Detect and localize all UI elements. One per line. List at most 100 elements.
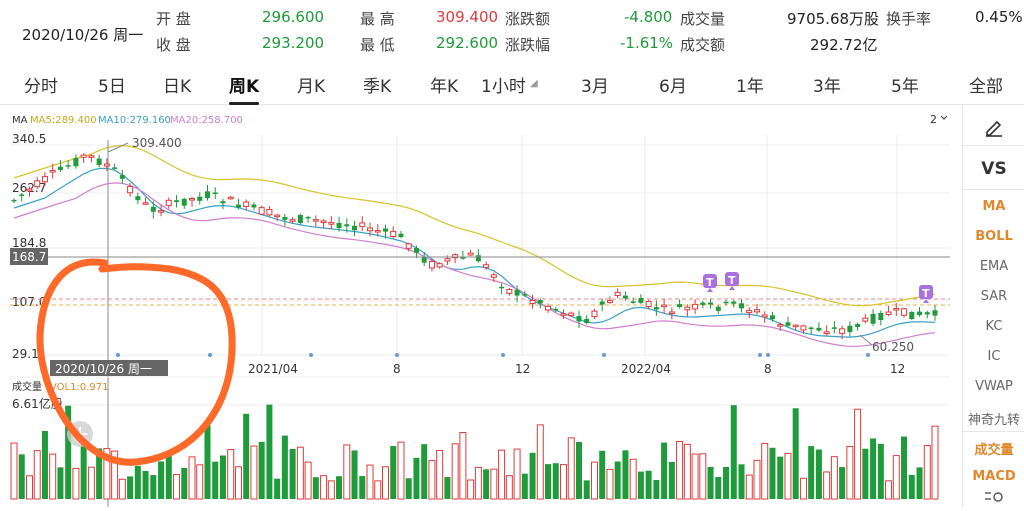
volume-bar: [212, 461, 219, 499]
candle-body: [909, 311, 915, 320]
volume-bar: [846, 445, 854, 500]
chart-period-switch[interactable]: 2: [930, 113, 937, 126]
tab-weekly-k[interactable]: 周K: [229, 72, 260, 105]
volume-bar: [614, 461, 621, 499]
candle-body: [708, 302, 714, 305]
volume-bar: [521, 473, 528, 499]
tab-3year[interactable]: 3年: [813, 77, 841, 97]
candle-body: [382, 228, 388, 232]
volume-bar: [158, 461, 165, 499]
candle-body: [251, 204, 257, 208]
vol-value: VOL1:0.971: [50, 382, 108, 393]
indicator-kc[interactable]: KC: [985, 319, 1003, 334]
volume-bar: [792, 408, 799, 499]
volume-bar: [892, 455, 900, 500]
volume-bar: [413, 457, 420, 499]
candle-body: [537, 300, 543, 304]
volume-bar: [498, 449, 506, 500]
chevron-down-icon[interactable]: [940, 115, 948, 120]
candle-body: [127, 185, 134, 194]
volume-bar: [49, 453, 57, 500]
volume-bar: [830, 456, 838, 500]
volume-bar: [683, 443, 691, 500]
tab-6month[interactable]: 6月: [659, 77, 687, 97]
volume-bar: [25, 475, 33, 500]
tab-daily-k[interactable]: 日K: [163, 77, 192, 97]
dropdown-caret-icon[interactable]: ◢: [530, 78, 538, 89]
tab-1year[interactable]: 1年: [736, 77, 764, 97]
volume-bar: [320, 475, 328, 500]
candle-body: [499, 286, 505, 289]
candle-body: [614, 291, 621, 296]
low-value: 292.600: [436, 34, 499, 52]
indicator-ma[interactable]: MA: [982, 199, 1006, 214]
candle-body: [11, 199, 17, 202]
tab-3month[interactable]: 3月: [581, 77, 609, 97]
tab-yearly-k[interactable]: 年K: [430, 77, 459, 97]
volume-bar: [227, 448, 235, 500]
turnover-rate-label: 换手率: [886, 10, 932, 28]
tab-monthly-k[interactable]: 月K: [297, 77, 326, 97]
volume-bar: [676, 440, 684, 500]
settings-icon[interactable]: [983, 489, 1005, 505]
indicator-ic[interactable]: IC: [987, 349, 1001, 364]
event-markers[interactable]: T T T: [703, 272, 933, 303]
volume-bar: [823, 471, 831, 500]
candle-body: [606, 300, 613, 304]
tab-all[interactable]: 全部: [969, 77, 1003, 97]
volume-bar: [877, 443, 884, 499]
tab-quarterly-k[interactable]: 季K: [363, 77, 392, 97]
tab-intraday[interactable]: 分时: [24, 77, 58, 97]
volume-bar: [661, 442, 668, 499]
tab-5year[interactable]: 5年: [891, 77, 919, 97]
candle-body: [568, 312, 575, 316]
volume-bar: [351, 450, 358, 499]
pencil-icon[interactable]: [983, 115, 1005, 137]
indicator-magic-nine[interactable]: 神奇九转: [967, 413, 1020, 428]
candle-body: [374, 229, 381, 233]
candle-body: [739, 303, 745, 309]
tab-1hour[interactable]: 1小时: [481, 77, 526, 97]
candle-body: [421, 256, 427, 263]
indicator-ema[interactable]: EMA: [979, 259, 1009, 274]
volume-bar: [165, 453, 172, 499]
volume-bar: [839, 467, 846, 499]
candle-body: [405, 243, 412, 249]
volume-bar: [196, 464, 204, 500]
crosshair-value: 168.7: [12, 250, 46, 264]
indicator-macd[interactable]: MACD: [972, 469, 1016, 484]
candle-body: [769, 315, 775, 320]
candle-body: [522, 294, 528, 296]
volume-bar: [444, 477, 451, 499]
candle-body: [460, 257, 466, 259]
volume-bar: [815, 449, 822, 499]
max-annotation: 309.400: [132, 136, 182, 150]
volume-bar: [622, 450, 629, 499]
candle-body: [529, 300, 536, 305]
change-value: -4.800: [624, 8, 673, 26]
candle-body: [584, 318, 590, 324]
indicator-vwap[interactable]: VWAP: [975, 379, 1013, 394]
volume-bar: [505, 475, 513, 500]
volume-bar: [645, 470, 652, 499]
indicator-panel: VS MA BOLL EMA SAR KC IC VWAP 神奇九转 成交量 M…: [962, 105, 1024, 507]
high-value: 309.400: [436, 8, 499, 26]
indicator-boll[interactable]: BOLL: [975, 229, 1013, 244]
volume-bar: [637, 471, 644, 499]
candle-body: [174, 200, 180, 203]
turnover-rate-value: 0.45%: [975, 8, 1023, 26]
x-tick-5: 8: [764, 362, 772, 376]
candle-body: [932, 310, 938, 316]
volume-bar: [87, 466, 95, 500]
volume-bar: [204, 420, 211, 499]
x-tick-1: 2021/04: [248, 362, 298, 376]
tab-5day[interactable]: 5日: [98, 77, 126, 97]
volume-bar: [428, 460, 436, 500]
candle-body: [653, 307, 659, 310]
vs-button[interactable]: VS: [981, 159, 1007, 179]
indicator-volume[interactable]: 成交量: [974, 443, 1014, 458]
candle-body: [305, 216, 311, 219]
indicator-sar[interactable]: SAR: [980, 289, 1008, 304]
volume-bar: [560, 464, 568, 500]
kline-chart[interactable]: MA MA5:289.400 MA10:279.160 MA20:258.700…: [0, 105, 960, 507]
